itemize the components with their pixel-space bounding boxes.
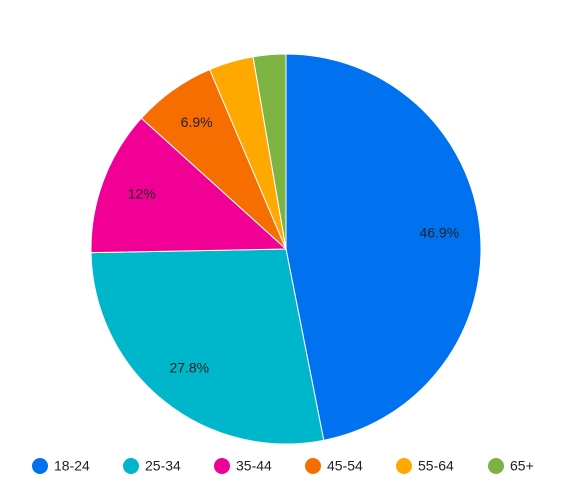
pie-slice [90, 117, 288, 254]
pie-slice [285, 53, 482, 441]
legend-swatch [396, 458, 412, 474]
legend-label: 65+ [510, 458, 534, 474]
legend-swatch [32, 458, 48, 474]
legend-label: 35-44 [236, 458, 272, 474]
data-label: 12% [128, 186, 156, 202]
data-label: 46.9% [419, 225, 459, 241]
legend-label: 18-24 [54, 458, 90, 474]
legend-label: 45-54 [327, 458, 363, 474]
legend-swatch [214, 458, 230, 474]
pie-slice [90, 248, 325, 445]
data-label: 27.8% [169, 360, 209, 376]
legend-swatch [488, 458, 504, 474]
data-label: 6.9% [181, 114, 213, 130]
legend-label: 25-34 [145, 458, 181, 474]
legend-swatch [305, 458, 321, 474]
legend-swatch [123, 458, 139, 474]
pie-slice [252, 53, 287, 250]
legend-label: 55-64 [418, 458, 454, 474]
